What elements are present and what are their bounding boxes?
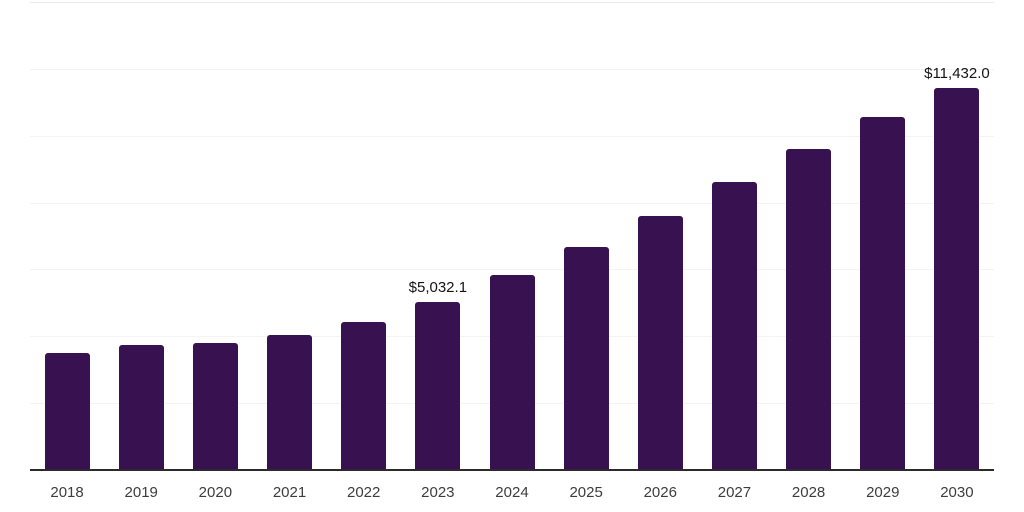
x-tick-label: 2025 [569,484,603,501]
x-tick-label: 2026 [643,484,677,501]
bar-2030 [934,87,980,470]
bar-2023 [415,301,461,470]
bar-2029 [860,117,906,470]
plot-area: $5,032.1 $11,432.0 [30,2,994,470]
gridline [30,269,994,271]
gridline [30,68,994,70]
x-tick-label: 2021 [272,484,307,501]
bar-value-label: $5,032.1 [408,278,468,296]
x-tick-label: 2019 [124,484,158,501]
bar-2020 [192,342,238,470]
bar-2026 [637,216,683,470]
bar-2022 [341,321,387,470]
gridline [30,135,994,137]
bar-2019 [118,344,164,470]
x-tick-label: 2030 [940,484,974,501]
x-tick-label: 2023 [421,484,455,501]
x-tick-label: 2020 [198,484,233,501]
x-tick-label: 2028 [791,484,826,501]
gridline [30,202,994,204]
bar-2025 [563,247,609,470]
x-tick-label: 2022 [346,484,381,501]
x-tick-label: 2027 [717,484,752,501]
bar-2028 [786,148,832,470]
bar-value-label: $11,432.0 [924,64,990,82]
bar-2021 [267,334,313,470]
bar-2018 [44,352,90,470]
gridline [30,2,994,3]
bar-2027 [711,182,757,470]
x-tick-label: 2018 [50,484,84,501]
bar-2024 [489,275,535,470]
x-tick-label: 2024 [495,484,529,501]
x-axis-line [30,469,994,471]
x-tick-label: 2029 [866,484,900,501]
